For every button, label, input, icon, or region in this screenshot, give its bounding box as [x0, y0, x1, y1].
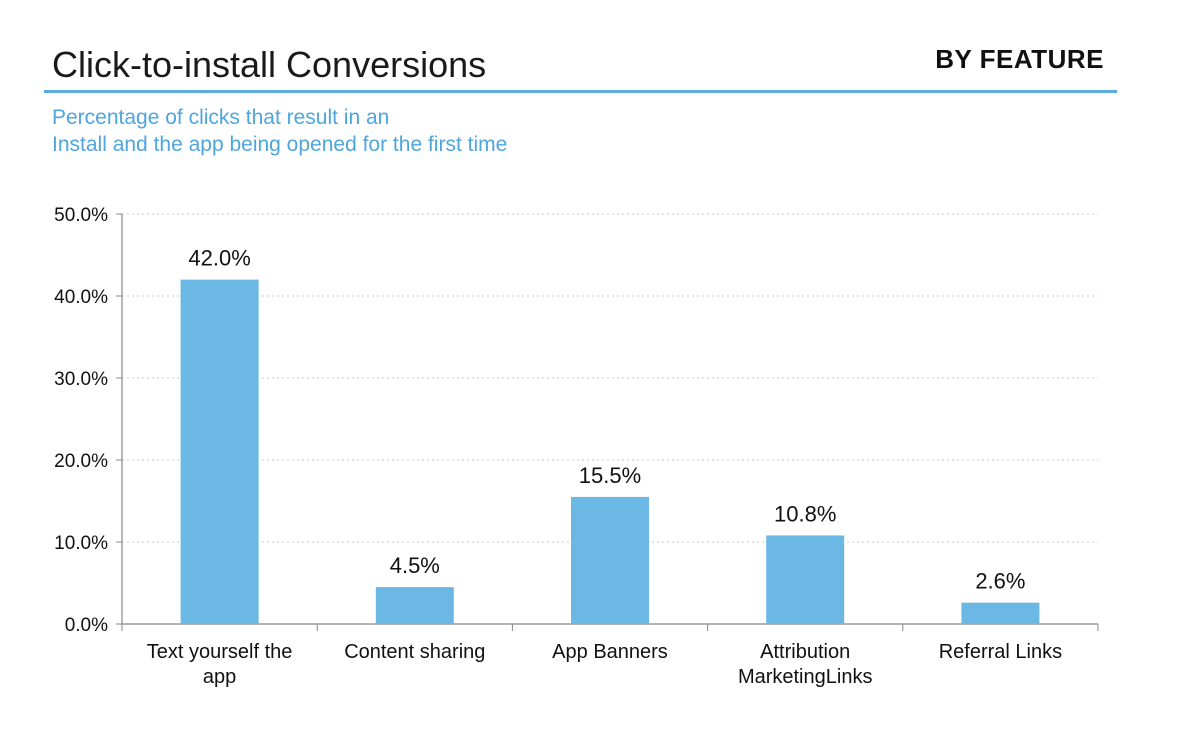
bar — [766, 535, 845, 624]
y-tick-label: 0.0% — [65, 615, 108, 636]
chart-title: Click-to-install Conversions — [52, 44, 487, 85]
category-label: Text yourself the — [147, 641, 293, 663]
bar — [571, 496, 649, 624]
category-label: Attribution — [760, 641, 850, 663]
category-label: App Banners — [552, 641, 668, 663]
chart-subtitle: Percentage of clicks that result in an I… — [52, 104, 507, 158]
by-feature-label: BY FEATURE — [935, 44, 1104, 74]
data-label: 42.0% — [188, 246, 250, 271]
bar — [375, 587, 454, 624]
data-label: 15.5% — [579, 463, 641, 488]
subtitle-line-2: Install and the app being opened for the… — [52, 133, 508, 156]
y-tick-label: 30.0% — [54, 369, 108, 390]
data-label: 2.6% — [975, 569, 1025, 594]
y-tick-label: 10.0% — [54, 533, 108, 554]
y-tick-label: 40.0% — [54, 287, 108, 308]
data-label: 10.8% — [774, 501, 836, 526]
category-label: Content sharing — [344, 641, 485, 663]
y-tick-label: 50.0% — [54, 205, 108, 226]
category-label: Referral Links — [939, 641, 1062, 663]
y-tick-label: 20.0% — [54, 451, 108, 472]
title-divider — [44, 90, 1117, 93]
bar — [180, 279, 259, 624]
data-label: 4.5% — [390, 553, 440, 578]
category-label: app — [203, 666, 236, 688]
category-label: MarketingLinks — [738, 666, 873, 688]
subtitle-line-1: Percentage of clicks that result in an — [52, 106, 390, 129]
bar — [961, 602, 1040, 624]
